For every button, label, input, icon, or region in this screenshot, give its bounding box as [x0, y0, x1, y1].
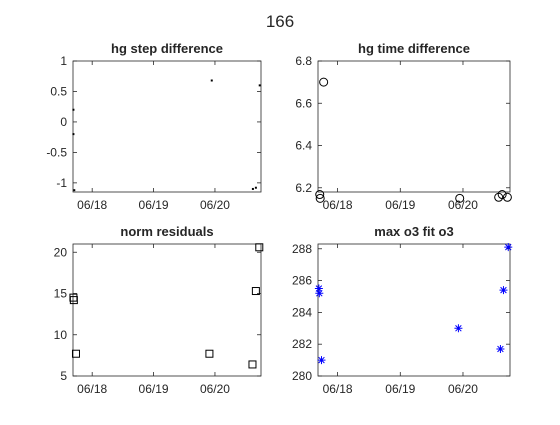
x-tick-label: 06/20 [200, 382, 230, 396]
y-tick-label: 280 [292, 369, 312, 383]
y-tick-label: 6.6 [295, 96, 312, 110]
axes-box [72, 60, 262, 193]
data-point [71, 349, 80, 358]
axes-title: norm residuals [120, 224, 213, 239]
x-tick-label: 06/18 [323, 198, 353, 212]
y-tick-label: -0.5 [46, 145, 67, 159]
y-tick-label: 6.4 [295, 139, 312, 153]
y-tick-label: 0 [60, 115, 67, 129]
data-point [499, 286, 508, 295]
axes-box [317, 243, 511, 377]
data-point [496, 344, 505, 353]
data-point [72, 133, 75, 136]
data-point [210, 79, 213, 82]
axes-title: hg time difference [358, 41, 470, 56]
data-point [251, 287, 260, 296]
x-tick-label: 06/18 [77, 198, 107, 212]
data-point [72, 108, 75, 111]
axes-hg-time: hg time difference 6.8 6.6 6.4 6.2 06/18 06/19… [295, 41, 512, 212]
x-tick-label: 06/19 [385, 198, 415, 212]
data-point [205, 349, 214, 358]
data-point [69, 296, 78, 305]
y-tick-label: 6.2 [295, 181, 312, 195]
data-point [454, 324, 463, 333]
x-tick-label: 06/20 [200, 198, 230, 212]
axes-title: max o3 fit o3 [374, 224, 453, 239]
x-tick-label: 06/18 [323, 382, 353, 396]
axes-max-o3: max o3 fit o3 288 286 284 282 280 06/18 06/19 06… [292, 224, 513, 396]
y-tick-label: 5 [60, 369, 67, 383]
data-point [254, 186, 257, 189]
data-point [317, 356, 326, 365]
x-tick-label: 06/19 [385, 382, 415, 396]
data-point [314, 284, 323, 293]
data-point [502, 192, 512, 202]
data-point [255, 243, 264, 252]
data-point [315, 190, 325, 200]
y-tick-label: 284 [292, 305, 312, 319]
figure-title: 166 [266, 12, 294, 31]
data-point [455, 193, 465, 203]
data-point [319, 77, 329, 87]
y-tick-label: 1 [60, 54, 67, 68]
axes-norm-res: norm residuals 20 15 10 5 06/18 06/19 06/20 [54, 224, 264, 396]
y-tick-label: 15 [54, 287, 68, 301]
y-tick-label: 20 [54, 245, 68, 259]
y-tick-label: -1 [56, 176, 67, 190]
x-tick-label: 06/20 [448, 382, 478, 396]
y-tick-label: 0.5 [50, 84, 67, 98]
x-tick-label: 06/18 [77, 382, 107, 396]
data-point [315, 289, 324, 298]
data-point [315, 193, 325, 203]
y-tick-label: 6.8 [295, 54, 312, 68]
y-tick-label: 282 [292, 337, 312, 351]
axes-box [72, 243, 262, 377]
x-tick-label: 06/19 [139, 382, 169, 396]
x-tick-label: 06/19 [139, 198, 169, 212]
axes-hg-step: hg step difference 1 0.5 0 -0.5 -1 06/18 06/19 0… [46, 41, 262, 212]
y-tick-label: 10 [54, 328, 68, 342]
data-point [497, 190, 507, 200]
data-point [258, 84, 261, 87]
y-tick-label: 288 [292, 242, 312, 256]
data-point [251, 187, 254, 190]
y-tick-label: 286 [292, 274, 312, 288]
data-point [504, 243, 513, 252]
x-tick-label: 06/20 [448, 198, 478, 212]
data-point [248, 360, 257, 369]
data-point [73, 189, 76, 192]
axes-box [317, 60, 511, 193]
axes-title: hg step difference [111, 41, 223, 56]
